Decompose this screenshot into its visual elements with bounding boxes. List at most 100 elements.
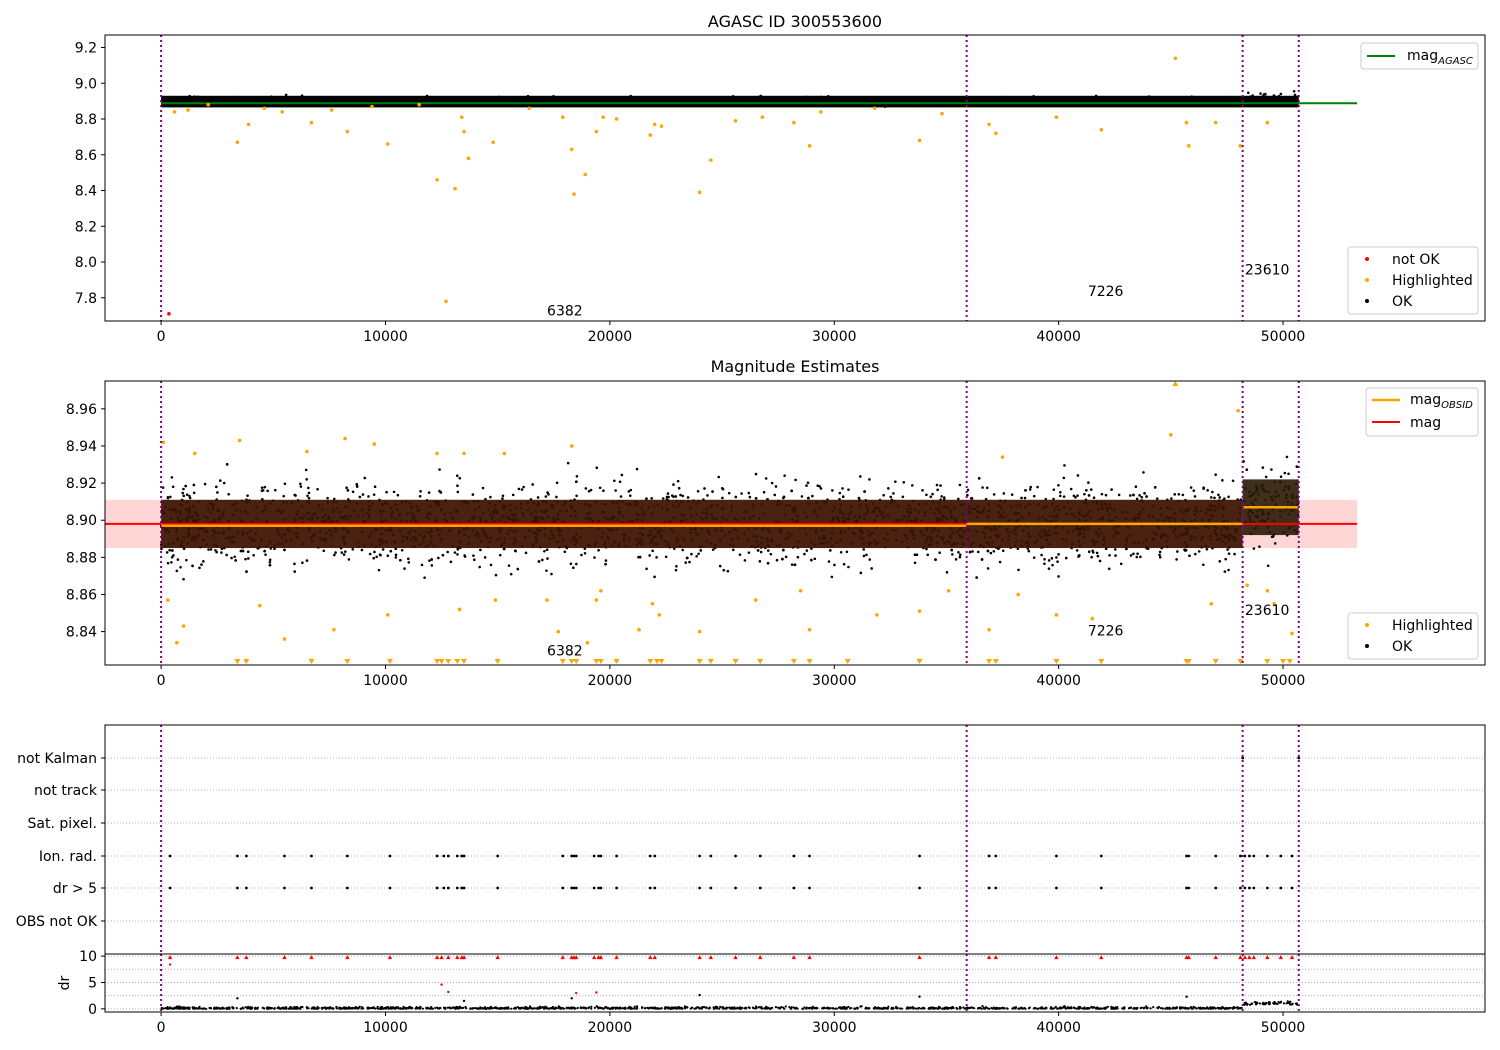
clipped-highlight-marker: [597, 659, 604, 664]
ok-point: [1223, 570, 1227, 573]
flag-point: [388, 854, 392, 858]
ok-point: [575, 494, 578, 498]
dr-point: [1258, 1002, 1262, 1005]
ok-point: [676, 479, 680, 483]
ok-point: [1092, 496, 1096, 499]
ok-point: [1087, 550, 1091, 554]
ok-point: [608, 97, 611, 101]
ok-point: [420, 563, 424, 567]
ok-point: [666, 98, 670, 102]
flag-point: [496, 886, 500, 890]
dr-point: [1239, 1007, 1242, 1010]
ok-point: [861, 104, 865, 107]
ok-point: [763, 96, 767, 100]
dr-point: [554, 1006, 557, 1010]
ok-point: [805, 484, 808, 487]
ok-point: [780, 99, 784, 102]
ok-point: [306, 99, 310, 103]
ok-point: [1016, 547, 1020, 551]
ok-point: [1110, 488, 1113, 491]
ok-point: [1057, 553, 1060, 556]
ok-point: [1047, 559, 1051, 562]
ok-point: [729, 97, 733, 100]
ok-point: [268, 563, 272, 567]
ok-point: [555, 98, 558, 102]
ok-point: [296, 98, 300, 102]
ok-point: [1104, 493, 1108, 497]
ok-point: [1100, 492, 1104, 496]
ok-point: [360, 548, 364, 552]
ok-point: [376, 98, 380, 101]
ok-point: [526, 97, 530, 101]
dr-point: [705, 1006, 708, 1010]
ok-point: [747, 551, 751, 554]
dr-point: [307, 1007, 310, 1010]
ok-point: [526, 94, 530, 98]
clipped-highlight-marker: [696, 659, 703, 664]
x-tick-label: 30000: [812, 329, 857, 345]
ok-point: [954, 558, 958, 561]
dr-point: [1220, 1007, 1223, 1010]
ok-point: [829, 549, 832, 552]
dr-point: [683, 1006, 686, 1010]
highlighted-point: [614, 117, 619, 121]
ok-point: [236, 95, 240, 99]
ok-point: [726, 569, 730, 573]
x-tick-label: 50000: [1261, 673, 1306, 689]
flag-row-label: dr > 5: [53, 881, 97, 897]
ok-point: [668, 98, 672, 101]
ok-point: [488, 98, 491, 101]
ok-point: [831, 96, 835, 100]
ok-point: [344, 550, 347, 553]
ok-point: [632, 97, 636, 100]
ok-point: [217, 99, 221, 102]
ok-point: [973, 98, 976, 102]
ok-point: [552, 94, 555, 98]
highlighted-point: [792, 120, 796, 125]
ok-point: [589, 488, 593, 492]
ok-point: [1173, 493, 1177, 496]
ok-point: [564, 100, 567, 103]
ok-point: [989, 551, 993, 555]
ok-point: [1032, 94, 1035, 98]
ok-point: [958, 555, 962, 559]
dr-point: [395, 1006, 398, 1010]
ok-point: [372, 556, 376, 560]
ok-point: [1261, 95, 1264, 99]
ok-point: [498, 99, 501, 103]
ok-point: [799, 104, 803, 108]
ok-point: [701, 96, 705, 100]
flag-point: [653, 886, 657, 890]
flag-point: [235, 886, 239, 890]
ok-point: [1193, 495, 1197, 498]
ok-point: [1094, 96, 1097, 100]
ok-point: [620, 97, 623, 101]
clipped-highlight-marker: [454, 659, 461, 664]
ok-point: [204, 99, 208, 102]
ok-point: [301, 99, 304, 103]
ok-point: [326, 496, 329, 500]
dr-point: [979, 1006, 982, 1009]
ok-point: [274, 488, 277, 492]
ok-point: [852, 104, 855, 107]
ok-point: [841, 495, 845, 499]
ok-point: [381, 548, 385, 551]
ok-point: [533, 96, 537, 99]
dr-point: [278, 1007, 281, 1010]
ok-point: [847, 565, 850, 569]
dr-point: [1172, 1006, 1175, 1009]
highlighted-point: [1184, 120, 1189, 125]
ok-point: [1217, 493, 1220, 497]
ok-point: [361, 493, 365, 496]
ok-point: [362, 96, 365, 100]
dr-point: [666, 1007, 670, 1010]
ok-point: [1016, 96, 1020, 100]
flag-point: [570, 854, 574, 858]
ok-point: [520, 488, 524, 491]
ok-point: [818, 99, 821, 102]
highlighted-point: [493, 598, 498, 602]
ok-point: [184, 484, 187, 488]
ok-point: [403, 567, 406, 570]
ok-point: [912, 100, 916, 103]
ok-point: [337, 100, 341, 103]
